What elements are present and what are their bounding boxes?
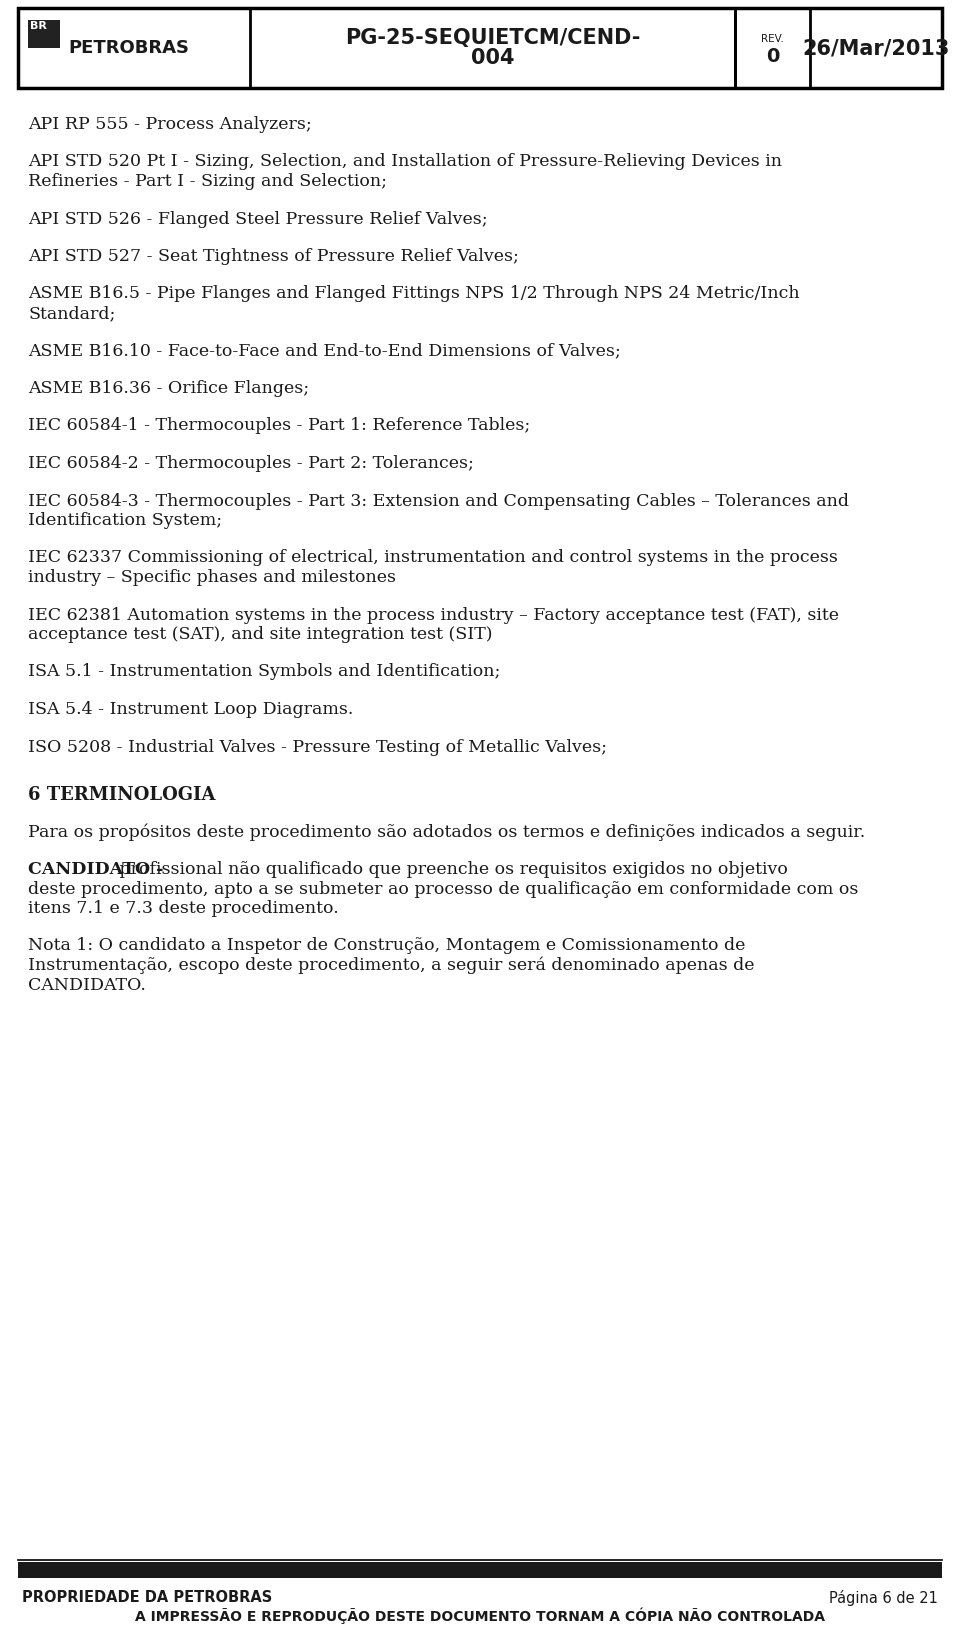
Text: Refineries - Part I - Sizing and Selection;: Refineries - Part I - Sizing and Selecti… [28, 174, 387, 190]
Text: PETROBRAS: PETROBRAS [68, 39, 189, 57]
Text: ASME B16.5 - Pipe Flanges and Flanged Fittings NPS 1/2 Through NPS 24 Metric/Inc: ASME B16.5 - Pipe Flanges and Flanged Fi… [28, 285, 800, 303]
Text: PROPRIEDADE DA PETROBRAS: PROPRIEDADE DA PETROBRAS [22, 1590, 273, 1605]
Text: PG-25-SEQUIETCM/CEND-: PG-25-SEQUIETCM/CEND- [345, 28, 640, 48]
Text: ISA 5.4 - Instrument Loop Diagrams.: ISA 5.4 - Instrument Loop Diagrams. [28, 701, 353, 717]
Text: IEC 62337 Commissioning of electrical, instrumentation and control systems in th: IEC 62337 Commissioning of electrical, i… [28, 549, 838, 567]
Text: API STD 526 - Flanged Steel Pressure Relief Valves;: API STD 526 - Flanged Steel Pressure Rel… [28, 211, 488, 228]
Text: IEC 60584-1 - Thermocouples - Part 1: Reference Tables;: IEC 60584-1 - Thermocouples - Part 1: Re… [28, 418, 530, 434]
Text: 26/Mar/2013: 26/Mar/2013 [803, 38, 949, 57]
Text: deste procedimento, apto a se submeter ao processo de qualificação em conformida: deste procedimento, apto a se submeter a… [28, 881, 858, 898]
Text: itens 7.1 e 7.3 deste procedimento.: itens 7.1 e 7.3 deste procedimento. [28, 899, 339, 917]
Text: 0: 0 [766, 46, 780, 66]
Text: profissional não qualificado que preenche os requisitos exigidos no objetivo: profissional não qualificado que preench… [114, 862, 787, 878]
Text: CANDIDATO -: CANDIDATO - [28, 862, 163, 878]
Text: API RP 555 - Process Analyzers;: API RP 555 - Process Analyzers; [28, 116, 312, 133]
Bar [28, 20, 60, 48]
Text: ISA 5.1 - Instrumentation Symbols and Identification;: ISA 5.1 - Instrumentation Symbols and Id… [28, 663, 500, 680]
Text: API STD 520 Pt I - Sizing, Selection, and Installation of Pressure-Relieving Dev: API STD 520 Pt I - Sizing, Selection, an… [28, 154, 782, 170]
Text: Standard;: Standard; [28, 305, 115, 323]
Text: IEC 60584-3 - Thermocouples - Part 3: Extension and Compensating Cables – Tolera: IEC 60584-3 - Thermocouples - Part 3: Ex… [28, 493, 849, 509]
Bar [18, 8, 942, 88]
Bar [18, 1563, 942, 1577]
Text: A IMPRESSÃO E REPRODUÇÃO DESTE DOCUMENTO TORNAM A CÓPIA NÃO CONTROLADA: A IMPRESSÃO E REPRODUÇÃO DESTE DOCUMENTO… [135, 1609, 825, 1625]
Text: IEC 60584-2 - Thermocouples - Part 2: Tolerances;: IEC 60584-2 - Thermocouples - Part 2: To… [28, 455, 474, 472]
Text: BR: BR [30, 21, 47, 31]
Text: acceptance test (SAT), and site integration test (SIT): acceptance test (SAT), and site integrat… [28, 626, 492, 644]
Text: industry – Specific phases and milestones: industry – Specific phases and milestone… [28, 568, 396, 586]
Text: Nota 1: O candidato a Inspetor de Construção, Montagem e Comissionamento de: Nota 1: O candidato a Inspetor de Constr… [28, 937, 745, 955]
Text: 6 TERMINOLOGIA: 6 TERMINOLOGIA [28, 786, 215, 804]
Text: IEC 62381 Automation systems in the process industry – Factory acceptance test (: IEC 62381 Automation systems in the proc… [28, 606, 839, 624]
Text: 004: 004 [470, 48, 515, 69]
Text: Instrumentação, escopo deste procedimento, a seguir será denominado apenas de: Instrumentação, escopo deste procediment… [28, 957, 755, 975]
Text: CANDIDATO.: CANDIDATO. [28, 976, 146, 994]
Text: Para os propósitos deste procedimento são adotados os termos e definições indica: Para os propósitos deste procedimento sã… [28, 824, 865, 840]
Text: ASME B16.10 - Face-to-Face and End-to-End Dimensions of Valves;: ASME B16.10 - Face-to-Face and End-to-En… [28, 342, 621, 359]
Text: Página 6 de 21: Página 6 de 21 [829, 1590, 938, 1605]
Text: ASME B16.36 - Orifice Flanges;: ASME B16.36 - Orifice Flanges; [28, 380, 309, 396]
Text: ISO 5208 - Industrial Valves - Pressure Testing of Metallic Valves;: ISO 5208 - Industrial Valves - Pressure … [28, 739, 607, 755]
Text: Identification System;: Identification System; [28, 513, 222, 529]
Text: REV.: REV. [761, 34, 784, 44]
Text: API STD 527 - Seat Tightness of Pressure Relief Valves;: API STD 527 - Seat Tightness of Pressure… [28, 247, 518, 265]
